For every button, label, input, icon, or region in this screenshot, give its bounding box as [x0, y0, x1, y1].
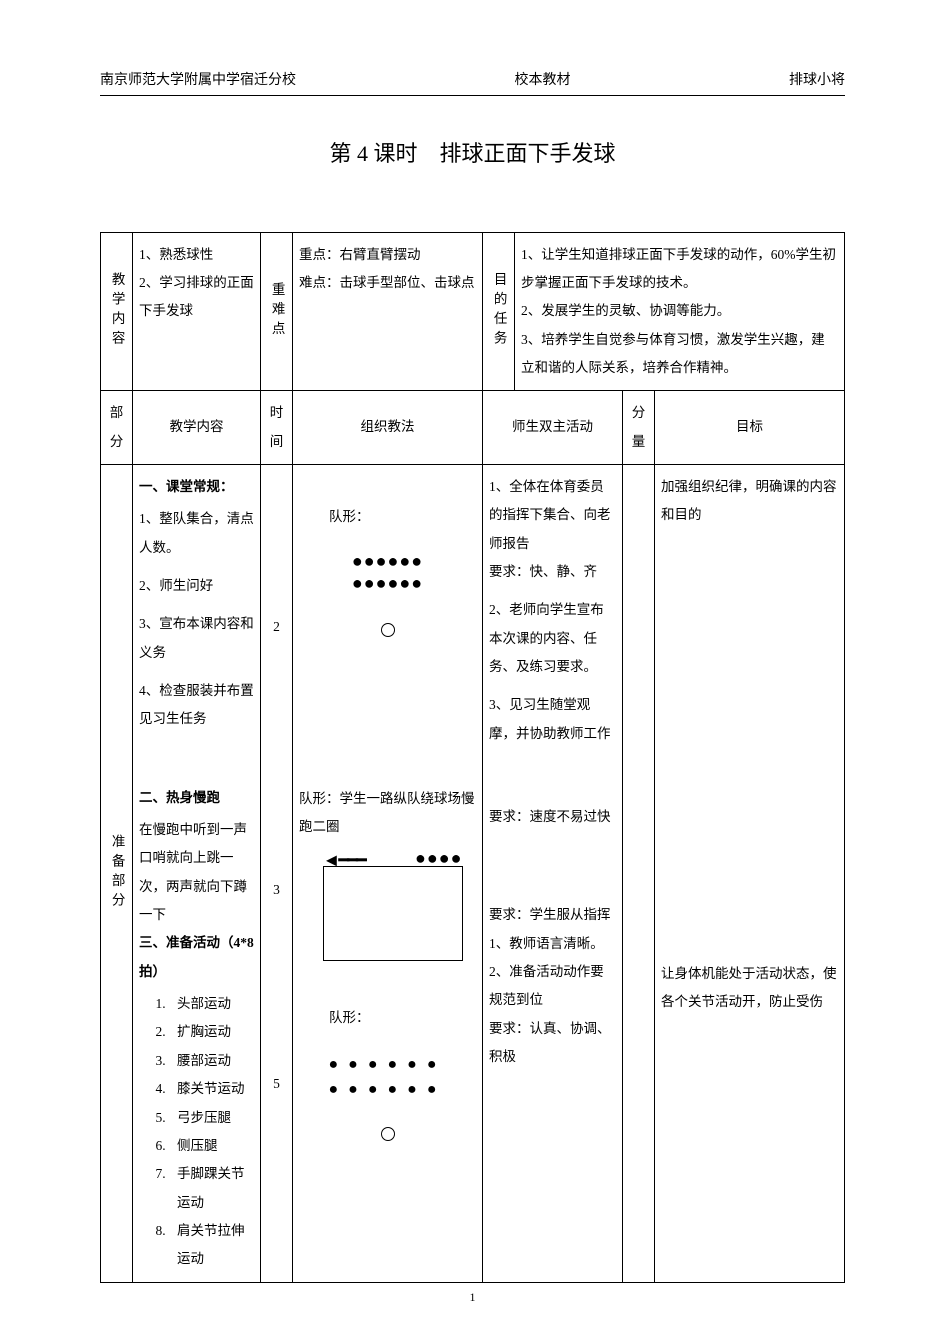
- prep-row: 准备部分 一、课堂常规： 1、整队集合，清点人数。 2、师生问好 3、宣布本课内…: [101, 464, 845, 1282]
- court-diagram: ◄━━━ ●●●●: [303, 848, 473, 968]
- goal1: 加强组织纪律，明确课的内容和目的: [661, 473, 838, 530]
- teacher-circle-icon: [381, 623, 395, 637]
- cell-key-difficult: 重点：右臂直臂摆动 难点：击球手型部位、击球点: [293, 232, 483, 391]
- kd-line1: 重点：右臂直臂摆动: [299, 241, 476, 269]
- sec1-i3: 3、宣布本课内容和义务: [139, 610, 254, 667]
- sec2-title: 二、热身慢跑: [139, 784, 254, 812]
- org1-label: 队形：: [299, 503, 476, 531]
- label-teach-content: 教学内容: [101, 232, 133, 391]
- goal3: 让身体机能处于活动状态，使各个关节活动开，防止受伤: [661, 960, 838, 1017]
- ex3: 腰部运动: [169, 1047, 254, 1075]
- pu-line3: 3、培养学生自觉参与体育习惯，激发学生兴趣，建立和谐的人际关系，培养合作精神。: [521, 326, 838, 383]
- cell-purpose: 1、让学生知道排球正面下手发球的动作，60%学生初步掌握正面下手发球的技术。 2…: [515, 232, 845, 391]
- act2-req: 要求：速度不易过快: [489, 803, 616, 831]
- prep-goal: 加强组织纪律，明确课的内容和目的 让身体机能处于活动状态，使各个关节活动开，防止…: [655, 464, 845, 1282]
- act3-1: 1、教师语言清晰。: [489, 930, 616, 958]
- prep-content: 一、课堂常规： 1、整队集合，清点人数。 2、师生问好 3、宣布本课内容和义务 …: [133, 464, 261, 1282]
- prep-time: 2 3 5: [261, 464, 293, 1282]
- ex1: 头部运动: [169, 990, 254, 1018]
- org2-label: 队形：学生一路纵队绕球场慢跑二圈: [299, 785, 476, 842]
- act1-2: 2、老师向学生宣布本次课的内容、任务、及练习要求。: [489, 596, 616, 681]
- time2: 3: [267, 876, 286, 904]
- ex2: 扩胸运动: [169, 1018, 254, 1046]
- time1: 2: [267, 613, 286, 641]
- col-goal: 目标: [655, 391, 845, 464]
- act1-1: 1、全体在体育委员的指挥下集合、向老师报告: [489, 473, 616, 558]
- sec3-title: 三、准备活动（4*8 拍）: [139, 929, 254, 986]
- act1-3: 3、见习生随堂观摩，并协助教师工作: [489, 691, 616, 748]
- col-part: 部分: [101, 391, 133, 464]
- act3-2: 2、准备活动动作要规范到位: [489, 958, 616, 1015]
- act3-3: 要求：认真、协调、积极: [489, 1015, 616, 1072]
- prep-org: 队形： ●●●●●● ●●●●●● 队形：学生一路纵队绕球场慢跑二圈 ◄━━━ …: [293, 464, 483, 1282]
- exercise-list: 头部运动 扩胸运动 腰部运动 膝关节运动 弓步压腿 侧压腿 手脚踝关节运动 肩关…: [139, 990, 254, 1273]
- top-info-table: 教学内容 1、熟悉球性 2、学习排球的正面下手发球 重难点 重点：右臂直臂摆动 …: [100, 232, 845, 392]
- col-org: 组织教法: [293, 391, 483, 464]
- dots-row1: ●●●●●●: [303, 551, 472, 573]
- part-prep: 准备部分: [101, 464, 133, 1282]
- header-center: 校本教材: [515, 70, 571, 92]
- header-left: 南京师范大学附属中学宿迁分校: [100, 70, 296, 92]
- prep-activity: 1、全体在体育委员的指挥下集合、向老师报告 要求：快、静、齐 2、老师向学生宣布…: [483, 464, 623, 1282]
- court-rect: [323, 866, 463, 961]
- cell-teach-content: 1、熟悉球性 2、学习排球的正面下手发球: [133, 232, 261, 391]
- sec1-i4: 4、检查服装并布置见习生任务: [139, 677, 254, 734]
- tc-line2: 2、学习排球的正面下手发球: [139, 269, 254, 326]
- act1-req: 要求：快、静、齐: [489, 558, 616, 586]
- label-purpose: 目的任务: [483, 232, 515, 391]
- pu-line2: 2、发展学生的灵敏、协调等能力。: [521, 297, 838, 325]
- pu-line1: 1、让学生知道排球正面下手发球的动作，60%学生初步掌握正面下手发球的技术。: [521, 241, 838, 298]
- ex7: 手脚踝关节运动: [169, 1160, 254, 1217]
- formation-3: ●●●●●● ●●●●●●: [299, 1044, 476, 1160]
- act3-0: 要求：学生服从指挥: [489, 901, 616, 929]
- sec1-title: 一、课堂常规：: [139, 473, 254, 501]
- col-amount: 分量: [623, 391, 655, 464]
- sec1-i2: 2、师生问好: [139, 572, 254, 600]
- kd-line2: 难点：击球手型部位、击球点: [299, 269, 476, 297]
- time3: 5: [267, 1070, 286, 1098]
- top-row: 教学内容 1、熟悉球性 2、学习排球的正面下手发球 重难点 重点：右臂直臂摆动 …: [101, 232, 845, 391]
- col-activity: 师生双主活动: [483, 391, 623, 464]
- sec1-i1: 1、整队集合，清点人数。: [139, 505, 254, 562]
- dots-row2: ●●●●●●: [303, 573, 472, 595]
- ex4: 膝关节运动: [169, 1075, 254, 1103]
- org3-label: 队形：: [299, 1004, 476, 1032]
- main-header-row: 部分 教学内容 时间 组织教法 师生双主活动 分量 目标: [101, 391, 845, 464]
- tc-line1: 1、熟悉球性: [139, 241, 254, 269]
- ex8: 肩关节拉伸运动: [169, 1217, 254, 1274]
- col-time: 时间: [261, 391, 293, 464]
- teacher-circle-icon-2: [381, 1127, 395, 1141]
- sec2-desc: 在慢跑中听到一声口哨就向上跳一次，两声就向下蹲一下: [139, 816, 254, 929]
- col-content: 教学内容: [133, 391, 261, 464]
- dots3-row2: ●●●●●●: [303, 1077, 472, 1103]
- main-table: 部分 教学内容 时间 组织教法 师生双主活动 分量 目标 准备部分 一、课堂常规…: [100, 391, 845, 1282]
- label-key-difficult: 重难点: [261, 232, 293, 391]
- lesson-title: 第 4 课时 排球正面下手发球: [100, 136, 845, 171]
- ex5: 弓步压腿: [169, 1104, 254, 1132]
- page-header: 南京师范大学附属中学宿迁分校 校本教材 排球小将: [100, 70, 845, 96]
- page-number: 1: [470, 1288, 476, 1307]
- ex6: 侧压腿: [169, 1132, 254, 1160]
- header-right: 排球小将: [789, 70, 845, 92]
- dots3-row1: ●●●●●●: [303, 1052, 472, 1078]
- formation-1: ●●●●●● ●●●●●●: [299, 543, 476, 655]
- prep-amount: [623, 464, 655, 1282]
